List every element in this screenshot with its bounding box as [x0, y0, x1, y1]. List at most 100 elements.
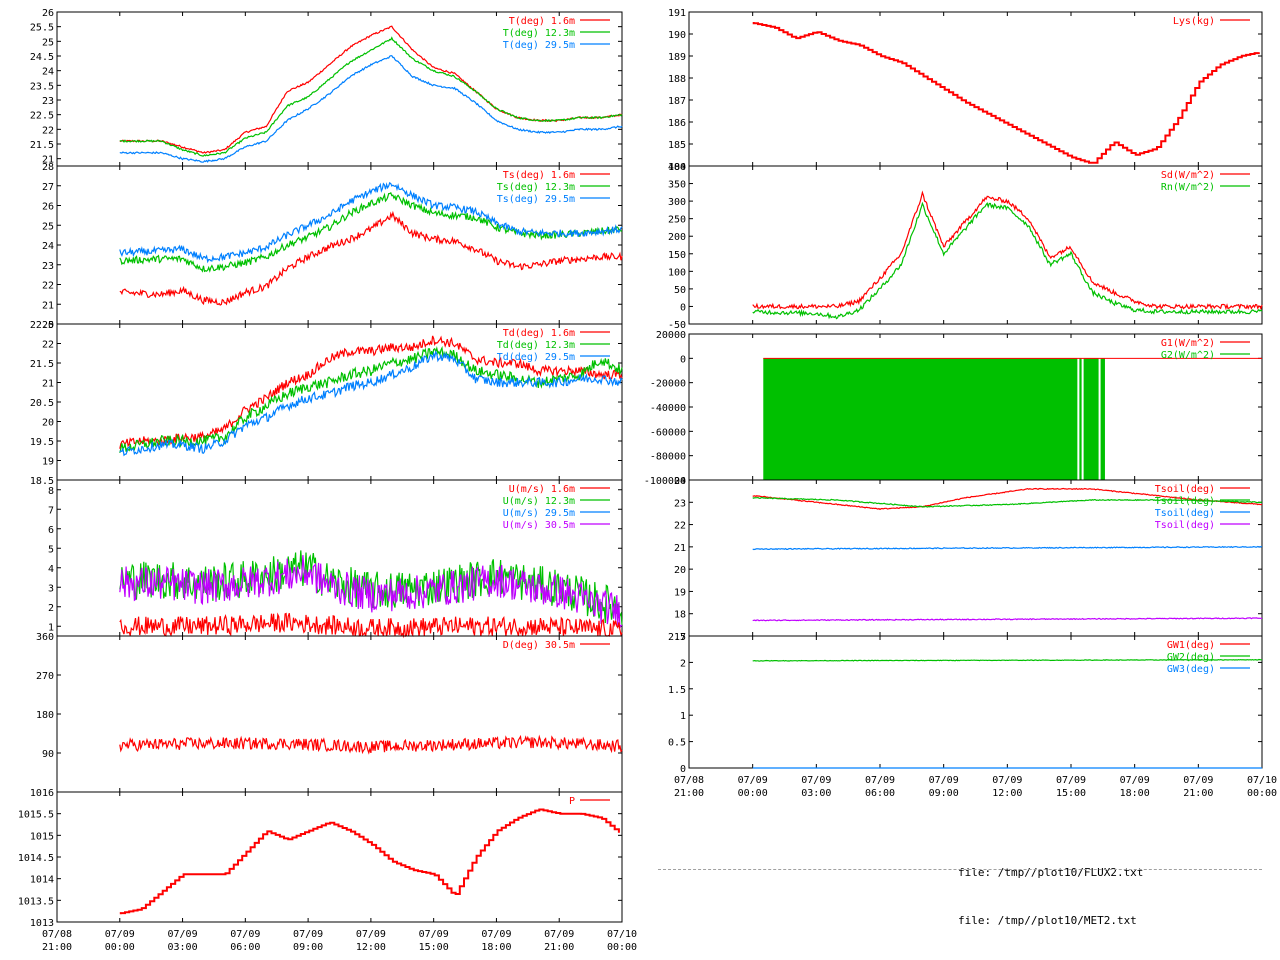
series-line-U(m/s) 1.6m	[119, 612, 623, 639]
Ts-ytick-label: 23	[42, 261, 54, 272]
left-xtick-date: 07/08	[42, 929, 72, 940]
Ts-legend-label: Ts(deg) 12.3m	[497, 182, 575, 193]
U-legend-label: U(m/s) 12.3m	[503, 496, 575, 507]
G-ytick-label: -80000	[650, 452, 686, 463]
P-ytick-label: 1014	[30, 875, 54, 886]
file-list: file: /tmp//plot10/FLUX2.txt file: /tmp/…	[958, 833, 1143, 945]
right-xtick-date: 07/09	[1183, 775, 1213, 786]
D-ytick-label: 90	[42, 749, 54, 760]
series-line-Td(deg) 1.6m	[119, 335, 623, 449]
D-legend-label: D(deg) 30.5m	[503, 640, 575, 651]
U-ytick-label: 7	[48, 505, 54, 516]
Td-ytick-label: 19	[42, 457, 54, 468]
Lys-ytick-label: 191	[668, 8, 686, 19]
Td-ytick-label: 22	[42, 340, 54, 351]
file-line-met: file: /tmp//plot10/MET2.txt	[958, 914, 1137, 927]
T-ytick-label: 22.5	[30, 111, 54, 122]
Tsoil-legend-label: Tsoil(deg)	[1155, 508, 1215, 519]
left-xtick-date: 07/09	[356, 929, 386, 940]
series-line-P	[119, 808, 620, 915]
right-xtick-time: 03:00	[801, 788, 831, 799]
series-line-Tsoil blue	[752, 545, 1263, 551]
Tsoil-ytick-label: 18	[674, 610, 686, 621]
left-xtick-time: 06:00	[230, 942, 260, 953]
Rad-ytick-label: 300	[668, 197, 686, 208]
right-xtick-time: 21:00	[674, 788, 704, 799]
left-xtick-time: 21:00	[544, 942, 574, 953]
right-xtick-time: 09:00	[929, 788, 959, 799]
Lys-frame	[688, 11, 1263, 167]
T-ytick-label: 25.5	[30, 23, 54, 34]
Rad-ytick-label: 150	[668, 250, 686, 261]
G-ytick-label: -100000	[644, 476, 686, 487]
Lys-ytick-label: 184	[668, 162, 686, 173]
left-xtick-time: 03:00	[168, 942, 198, 953]
GW-legend-label: GW3(deg)	[1167, 664, 1215, 675]
T-ytick-label: 23	[42, 96, 54, 107]
Tsoil-legend-label: Tsoil(deg)	[1155, 496, 1215, 507]
series-line-D(deg) 30.5m	[119, 734, 623, 755]
Rad-legend-label: Rn(W/m^2)	[1161, 182, 1215, 193]
Ts-ytick-label: 22	[42, 281, 54, 292]
series-line-Td(deg) 29.5m	[119, 350, 623, 457]
Tsoil-ytick-label: 23	[674, 498, 686, 509]
GW-legend-label: GW1(deg)	[1167, 640, 1215, 651]
left-xtick-date: 07/09	[481, 929, 511, 940]
left-xtick-time: 15:00	[419, 942, 449, 953]
series-gap	[1098, 358, 1101, 480]
series-line-Tsoil purple	[752, 617, 1263, 622]
G-ytick-label: 0	[680, 354, 686, 365]
right-xtick-time: 00:00	[738, 788, 768, 799]
Rad-ytick-label: -50	[668, 320, 686, 331]
U-legend-label: U(m/s) 30.5m	[503, 520, 575, 531]
U-legend-label: U(m/s) 29.5m	[503, 508, 575, 519]
series-line-Ts(deg) 12.3m	[119, 192, 623, 273]
left-xtick-time: 00:00	[607, 942, 637, 953]
right-xtick-time: 12:00	[992, 788, 1022, 799]
Rad-ytick-label: 200	[668, 232, 686, 243]
right-xtick-time: 00:00	[1247, 788, 1277, 799]
Lys-ytick-label: 187	[668, 96, 686, 107]
series-line-Tsoil green	[752, 496, 1263, 508]
T-ytick-label: 24.5	[30, 52, 54, 63]
series-fill-G2(W/m^2)	[763, 358, 1105, 480]
Rad-ytick-label: 0	[680, 302, 686, 313]
series-line-Tsoil red	[752, 487, 1263, 511]
series-line-T(deg) 1.6m	[119, 25, 623, 154]
GW-ytick-label: 0	[680, 764, 686, 775]
left-xtick-time: 09:00	[293, 942, 323, 953]
T-legend-label: T(deg) 1.6m	[509, 16, 575, 27]
series-line-Td(deg) 12.3m	[119, 345, 623, 454]
GW-ytick-label: 2	[680, 658, 686, 669]
G-ytick-label: -20000	[650, 379, 686, 390]
Tsoil-ytick-label: 24	[674, 476, 686, 487]
U-ytick-label: 8	[48, 486, 54, 497]
Ts-ytick-label: 20	[42, 320, 54, 331]
right-xtick-date: 07/09	[738, 775, 768, 786]
left-xtick-date: 07/09	[544, 929, 574, 940]
Td-ytick-label: 22.5	[30, 320, 54, 331]
right-xtick-date: 07/09	[992, 775, 1022, 786]
Td-ytick-label: 19.5	[30, 437, 54, 448]
right-xtick-date: 07/09	[929, 775, 959, 786]
Rad-legend-label: Sd(W/m^2)	[1161, 170, 1215, 181]
right-xtick-date: 07/10	[1247, 775, 1277, 786]
left-xtick-date: 07/09	[105, 929, 135, 940]
Rad-frame	[688, 165, 1263, 325]
Ts-ytick-label: 24	[42, 241, 54, 252]
Tsoil-ytick-label: 22	[674, 521, 686, 532]
Rad-ytick-label: 250	[668, 215, 686, 226]
T-ytick-label: 23.5	[30, 81, 54, 92]
series-line-Ts(deg) 29.5m	[119, 181, 623, 264]
D-frame	[56, 635, 623, 793]
U-ytick-label: 2	[48, 603, 54, 614]
left-xtick-time: 00:00	[105, 942, 135, 953]
P-ytick-label: 1013	[30, 918, 54, 929]
P-ytick-label: 1013.5	[18, 896, 54, 907]
Tsoil-ytick-label: 19	[674, 587, 686, 598]
Tsoil-legend-label: Tsoil(deg)	[1155, 520, 1215, 531]
P-legend-label: P	[569, 796, 575, 807]
T-ytick-label: 25	[42, 37, 54, 48]
Ts-ytick-label: 28	[42, 162, 54, 173]
